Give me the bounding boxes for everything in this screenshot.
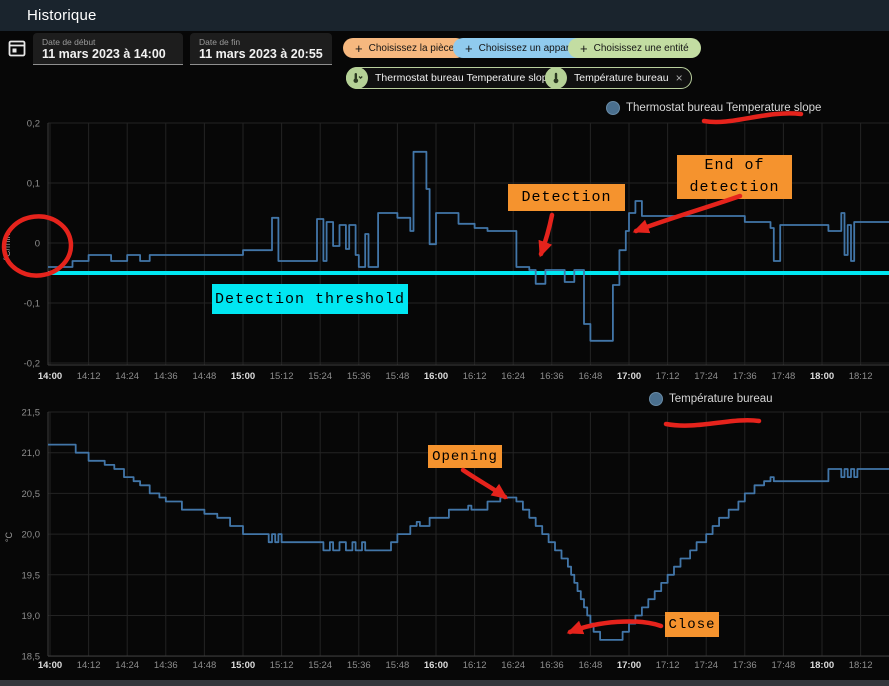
svg-text:15:48: 15:48 [386,660,410,671]
svg-text:14:48: 14:48 [193,660,217,671]
start-date-field[interactable]: Date de début 11 mars 2023 à 14:00 [33,33,183,65]
svg-text:18:00: 18:00 [810,371,834,382]
svg-text:16:24: 16:24 [501,660,525,671]
svg-text:16:24: 16:24 [501,371,525,382]
svg-text:14:24: 14:24 [115,371,139,382]
entity-chip-slope[interactable]: Thermostat bureau Temperature slope × [346,67,577,89]
entity-chip-label: Température bureau [574,72,669,84]
svg-text:16:12: 16:12 [463,371,487,382]
legend-dot-icon [649,392,663,406]
close-annotation: Close [665,612,719,637]
svg-text:14:00: 14:00 [38,660,62,671]
svg-text:14:36: 14:36 [154,371,178,382]
svg-text:16:12: 16:12 [463,660,487,671]
plus-icon: + [580,40,588,56]
svg-text:17:48: 17:48 [772,371,796,382]
svg-text:15:48: 15:48 [386,371,410,382]
svg-text:18:12: 18:12 [849,660,873,671]
svg-text:14:48: 14:48 [193,371,217,382]
svg-text:21,5: 21,5 [22,408,41,419]
svg-text:14:36: 14:36 [154,660,178,671]
start-date-value: 11 mars 2023 à 14:00 [42,47,166,61]
end-date-field[interactable]: Date de fin 11 mars 2023 à 20:55 [190,33,332,65]
svg-text:17:36: 17:36 [733,371,757,382]
svg-text:15:36: 15:36 [347,371,371,382]
legend-slope[interactable]: Thermostat bureau Temperature slope [606,101,821,115]
app-header: Historique [0,0,889,31]
svg-text:17:24: 17:24 [694,660,718,671]
entity-chip-label: Thermostat bureau Temperature slope [375,72,554,84]
svg-text:18,5: 18,5 [22,652,41,663]
end-of-detection-annotation: End of detection [677,155,792,199]
start-date-label: Date de début [42,37,96,47]
choose-device-label: Choisissez un appareil [478,42,580,54]
svg-text:17:12: 17:12 [656,660,680,671]
temperature-chart[interactable]: 21,5 21,0 20,5 20,0 19,5 19,0 18,514:00 14:12 14… [0,392,889,686]
choose-area-button[interactable]: + Choisissez la pièce [343,38,467,58]
svg-text:14:00: 14:00 [38,371,62,382]
legend-dot-icon [606,101,620,115]
thermometer-icon [545,67,567,89]
svg-text:20,0: 20,0 [22,530,41,541]
svg-text:17:00: 17:00 [617,660,641,671]
svg-text:19,0: 19,0 [22,611,41,622]
detection-annotation: Detection [508,184,625,211]
svg-text:16:00: 16:00 [424,660,448,671]
choose-entity-button[interactable]: + Choisissez une entité [568,38,701,58]
svg-text:15:12: 15:12 [270,371,294,382]
svg-text:17:00: 17:00 [617,371,641,382]
end-date-label: Date de fin [199,37,241,47]
svg-text:14:24: 14:24 [115,660,139,671]
calendar-button[interactable] [7,38,27,58]
svg-text:15:24: 15:24 [308,660,332,671]
legend-label: Température bureau [669,393,773,405]
svg-text:20,5: 20,5 [22,489,41,500]
svg-text:17:36: 17:36 [733,660,757,671]
svg-text:14:12: 14:12 [77,371,101,382]
svg-text:18:12: 18:12 [849,371,873,382]
close-icon[interactable]: × [675,71,683,85]
plus-icon: + [465,40,473,56]
svg-text:17:24: 17:24 [694,371,718,382]
choose-area-label: Choisissez la pièce [368,42,455,54]
svg-text:16:48: 16:48 [579,660,603,671]
legend-temperature[interactable]: Température bureau [649,392,773,406]
svg-text:15:00: 15:00 [231,660,255,671]
calendar-icon [8,40,26,57]
svg-text:15:12: 15:12 [270,660,294,671]
svg-text:-0,1: -0,1 [24,299,40,310]
svg-text:°C: °C [4,531,14,542]
svg-text:0,2: 0,2 [27,119,40,130]
choose-entity-label: Choisissez une entité [593,42,689,54]
bottom-edge [0,680,889,686]
page-title: Historique [27,7,97,24]
svg-text:°C/min: °C/min [2,233,12,260]
threshold-annotation: Detection threshold [212,284,408,314]
svg-text:15:00: 15:00 [231,371,255,382]
svg-text:16:00: 16:00 [424,371,448,382]
svg-text:17:12: 17:12 [656,371,680,382]
svg-text:18:00: 18:00 [810,660,834,671]
svg-text:16:36: 16:36 [540,660,564,671]
svg-text:15:24: 15:24 [308,371,332,382]
plus-icon: + [355,40,363,56]
svg-text:21,0: 21,0 [22,448,41,459]
svg-text:19,5: 19,5 [22,570,41,581]
end-date-value: 11 mars 2023 à 20:55 [199,47,323,61]
svg-text:15:36: 15:36 [347,660,371,671]
opening-annotation: Opening [428,445,502,468]
svg-text:16:36: 16:36 [540,371,564,382]
svg-text:0,1: 0,1 [27,179,40,190]
thermometer-icon [346,67,368,89]
entity-chip-temperature[interactable]: Température bureau × [545,67,692,89]
svg-text:17:48: 17:48 [772,660,796,671]
choose-device-button[interactable]: + Choisissez un appareil [453,38,592,58]
svg-text:16:48: 16:48 [579,371,603,382]
legend-label: Thermostat bureau Temperature slope [626,102,822,114]
svg-text:-0,2: -0,2 [24,359,40,370]
svg-text:0: 0 [35,239,40,250]
svg-text:14:12: 14:12 [77,660,101,671]
